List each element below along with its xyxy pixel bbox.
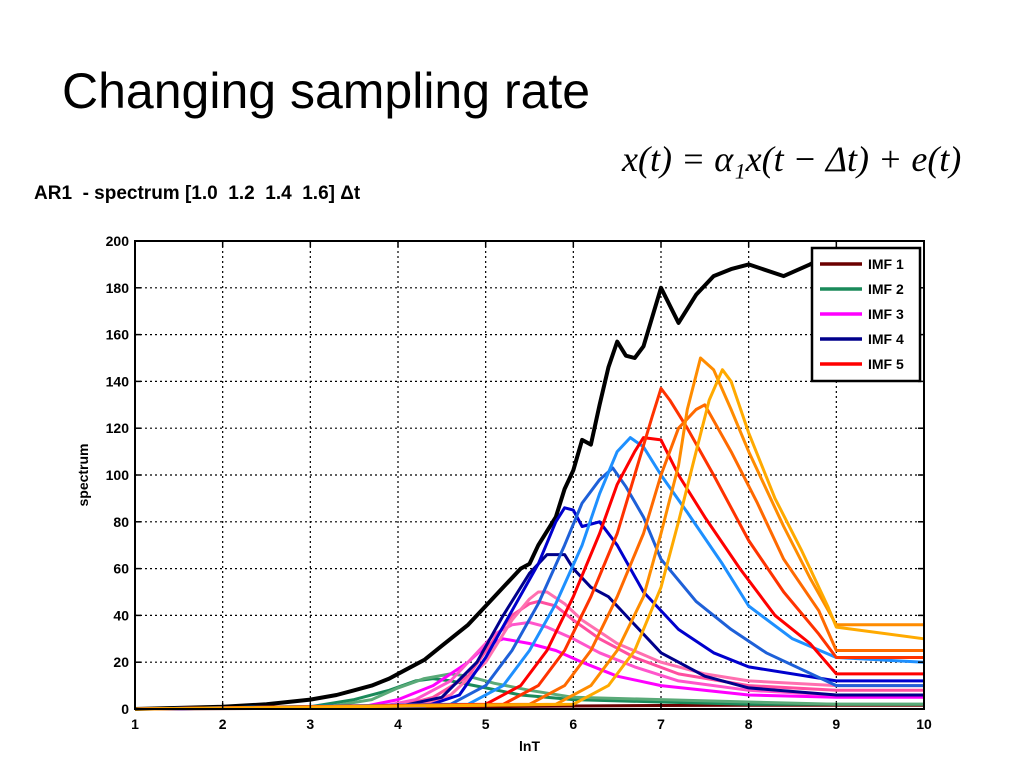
- x-tick-label: 3: [306, 716, 314, 732]
- x-tick-label: 8: [745, 716, 753, 732]
- x-tick-label: 1: [131, 716, 139, 732]
- x-tick-label: 2: [219, 716, 227, 732]
- y-tick-label: 60: [113, 561, 129, 577]
- y-tick-label: 200: [106, 233, 130, 249]
- y-tick-label: 180: [106, 280, 130, 296]
- x-tick-label: 9: [832, 716, 840, 732]
- x-tick-label: 4: [394, 716, 402, 732]
- grid-lines: [135, 241, 924, 709]
- series-line-8: [134, 590, 924, 711]
- y-tick-label: 140: [106, 373, 130, 389]
- formula: x(t) = α₁x(t − Δt) + e(t): [622, 139, 962, 179]
- series-line-11: [134, 466, 924, 711]
- x-tick-label: 7: [657, 716, 665, 732]
- y-axis-label: spectrum: [75, 443, 91, 506]
- series-line-9: [134, 553, 924, 711]
- legend-label: IMF 1: [868, 256, 904, 272]
- y-tick-label: 80: [113, 514, 129, 530]
- series-line-10: [134, 506, 924, 711]
- chart-subtitle: AR1 - spectrum [1.0 1.2 1.4 1.6] Δt: [34, 183, 361, 204]
- y-tick-label: 100: [106, 467, 130, 483]
- series-line-16: [134, 356, 924, 711]
- y-tick-label: 160: [106, 327, 130, 343]
- legend-label: IMF 3: [868, 306, 904, 322]
- legend-label: IMF 2: [868, 281, 904, 297]
- legend-label: IMF 5: [868, 356, 904, 372]
- series-line-12: [134, 436, 925, 711]
- legend: IMF 1 IMF 2 IMF 3 IMF 4 IMF 5: [810, 246, 922, 383]
- x-tick-label: 6: [569, 716, 577, 732]
- x-tick-label: 5: [482, 716, 490, 732]
- series-line-6: [134, 620, 924, 711]
- series-line-4: [134, 672, 924, 711]
- series-line-13: [134, 436, 924, 711]
- legend-label: IMF 4: [868, 331, 904, 347]
- y-tick-label: 40: [113, 607, 129, 623]
- x-axis-label: lnT: [519, 738, 540, 754]
- y-tick-label: 0: [121, 701, 129, 717]
- y-tick-label: 120: [106, 420, 130, 436]
- series-line-5: [134, 637, 924, 711]
- y-tick-label: 20: [113, 654, 129, 670]
- series-layer: [134, 248, 925, 711]
- slide-title: Changing sampling rate: [62, 63, 591, 119]
- series-line-1: [134, 248, 838, 711]
- x-tick-label: 10: [916, 716, 932, 732]
- series-line-14: [134, 386, 924, 711]
- series-line-17: [134, 368, 925, 711]
